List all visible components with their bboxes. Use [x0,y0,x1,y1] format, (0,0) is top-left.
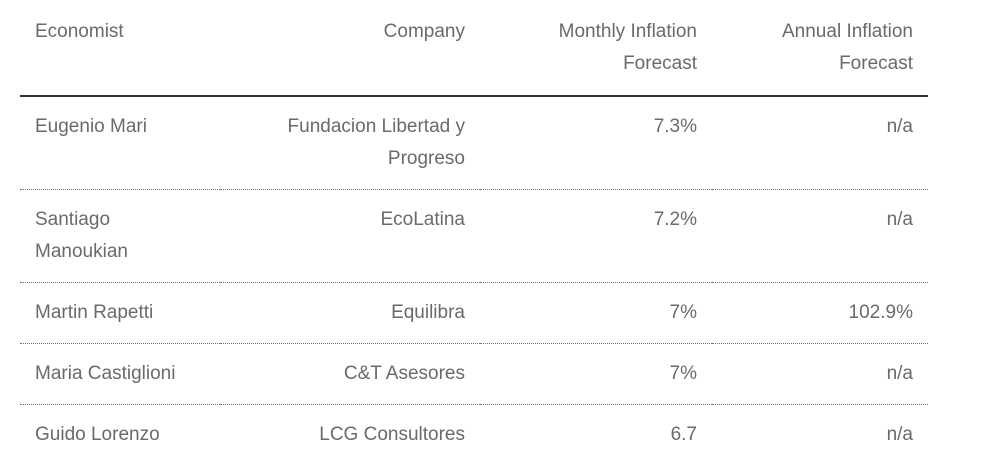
table-row: Guido Lorenzo LCG Consultores 6.7 n/a [20,405,928,465]
column-header-economist: Economist [20,0,220,96]
company-cell: LCG Consultores [220,405,480,465]
monthly-forecast-cell: 7% [480,283,712,344]
annual-forecast-cell: n/a [712,405,928,465]
table-row: Eugenio Mari Fundacion Libertad y Progre… [20,96,928,190]
monthly-forecast-cell: 7.2% [480,190,712,283]
column-header-company: Company [220,0,480,96]
table-row: Martin Rapetti Equilibra 7% 102.9% [20,283,928,344]
monthly-forecast-cell: 7% [480,344,712,405]
economist-cell: Guido Lorenzo [20,405,220,465]
annual-forecast-cell: n/a [712,96,928,190]
annual-forecast-cell: 102.9% [712,283,928,344]
company-cell: C&T Asesores [220,344,480,405]
economist-cell: Eugenio Mari [20,96,220,190]
monthly-forecast-cell: 6.7 [480,405,712,465]
table-body: Eugenio Mari Fundacion Libertad y Progre… [20,96,928,465]
company-cell: Fundacion Libertad y Progreso [220,96,480,190]
column-header-monthly-inflation-forecast: Monthly Inflation Forecast [480,0,712,96]
table-row: Santiago Manoukian EcoLatina 7.2% n/a [20,190,928,283]
monthly-forecast-cell: 7.3% [480,96,712,190]
economist-cell: Maria Castiglioni [20,344,220,405]
company-cell: Equilibra [220,283,480,344]
economist-cell: Santiago Manoukian [20,190,220,283]
table-row: Maria Castiglioni C&T Asesores 7% n/a [20,344,928,405]
economist-cell: Martin Rapetti [20,283,220,344]
annual-forecast-cell: n/a [712,190,928,283]
inflation-forecast-table: Economist Company Monthly Inflation Fore… [20,0,928,465]
header-row: Economist Company Monthly Inflation Fore… [20,0,928,96]
column-header-annual-inflation-forecast: Annual Inflation Forecast [712,0,928,96]
annual-forecast-cell: n/a [712,344,928,405]
company-cell: EcoLatina [220,190,480,283]
table-header: Economist Company Monthly Inflation Fore… [20,0,928,96]
